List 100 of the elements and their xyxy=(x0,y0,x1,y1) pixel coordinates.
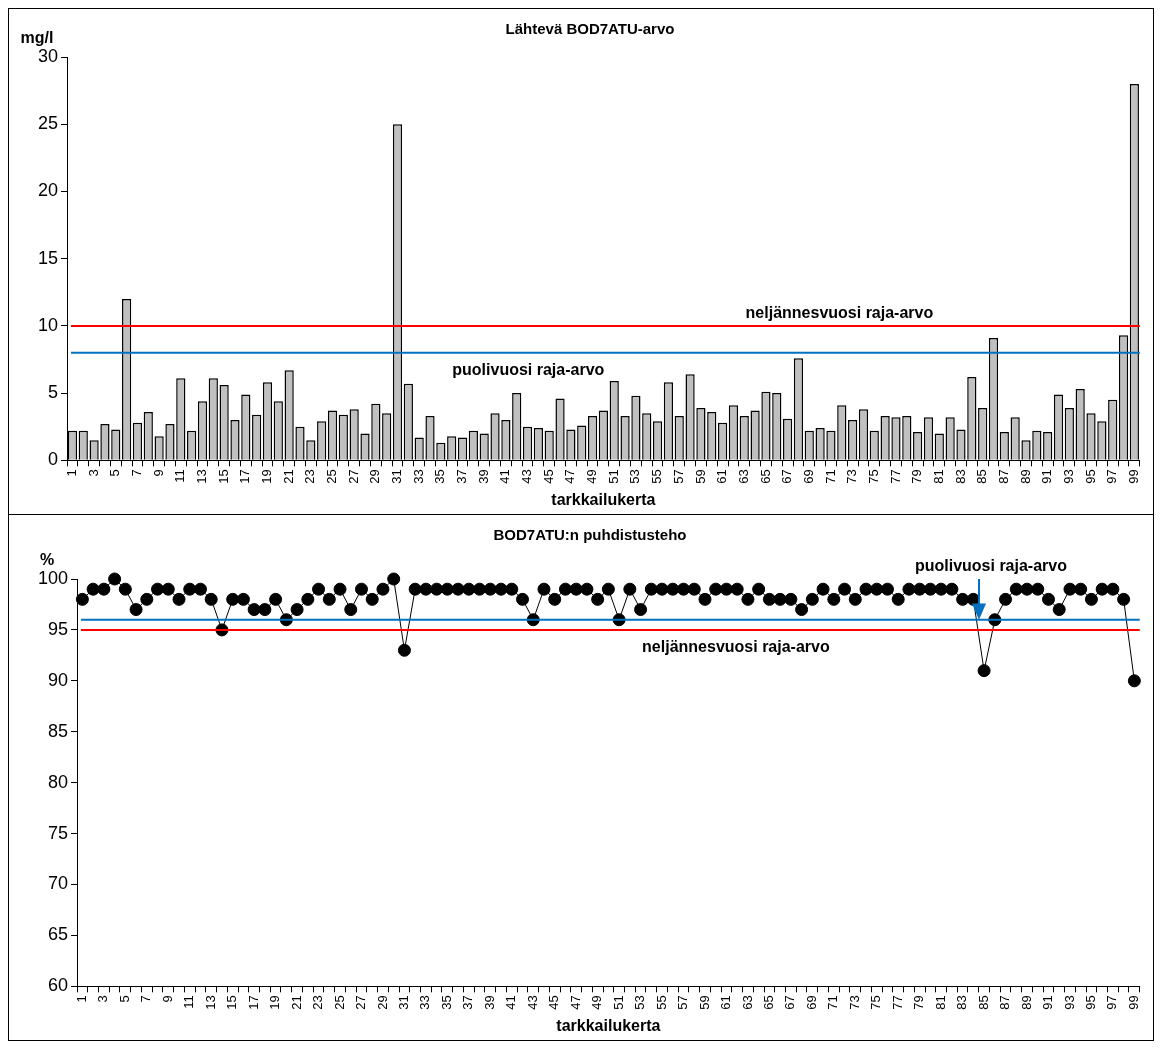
x-tick-label: 25 xyxy=(331,995,347,1010)
y-tick-label: 100 xyxy=(37,567,69,588)
x-tick-label: 1 xyxy=(73,995,89,1003)
x-tick-label: 11 xyxy=(172,469,188,483)
x-tick-label: 67 xyxy=(779,469,795,484)
x-tick-label: 43 xyxy=(524,995,540,1010)
x-tick-label: 11 xyxy=(181,995,197,1009)
x-tick-label: 13 xyxy=(202,995,218,1010)
y-tick-label: 15 xyxy=(37,247,59,268)
x-tick-label: 27 xyxy=(353,995,369,1010)
x-tick-label: 89 xyxy=(1017,469,1033,484)
x-tick-label: 95 xyxy=(1082,469,1098,484)
x-tick-label: 43 xyxy=(519,469,535,484)
x-tick-label: 61 xyxy=(714,469,730,484)
x-tick-label: 57 xyxy=(675,995,691,1010)
x-tick-label: 45 xyxy=(540,469,556,484)
x-tick-label: 19 xyxy=(267,995,283,1010)
x-tick-label: 31 xyxy=(396,995,412,1010)
x-tick-label: 3 xyxy=(85,469,101,477)
x-tick-label: 93 xyxy=(1060,469,1076,484)
y-tick-label: 30 xyxy=(37,45,59,66)
ref-line-label: neljännesvuosi raja-arvo xyxy=(642,637,830,655)
ref-line-label: neljännesvuosi raja-arvo xyxy=(745,303,934,321)
x-tick-label: 1 xyxy=(64,469,80,477)
y-tick-label: 95 xyxy=(48,618,69,639)
x-tick-label: 81 xyxy=(930,469,946,484)
x-tick-label: 19 xyxy=(259,469,275,484)
x-tick-label: 31 xyxy=(389,469,405,484)
x-tick-label: 51 xyxy=(610,995,626,1010)
x-tick-label: 53 xyxy=(632,995,648,1010)
x-tick-label: 83 xyxy=(954,995,970,1010)
x-tick-label: 59 xyxy=(692,469,708,484)
y-tick-label: 80 xyxy=(48,771,69,792)
y-tick-label: 0 xyxy=(48,449,59,470)
y-tick-label: 5 xyxy=(48,382,59,403)
x-tick-label: 77 xyxy=(887,469,903,484)
x-tick-label: 75 xyxy=(865,469,881,484)
x-tick-label: 55 xyxy=(653,995,669,1010)
y-tick-label: 70 xyxy=(48,873,69,894)
y-tick-label: 85 xyxy=(48,720,69,741)
x-tick-label: 49 xyxy=(589,995,605,1010)
x-tick-label: 79 xyxy=(911,995,927,1010)
x-tick-label: 97 xyxy=(1104,469,1120,484)
x-tick-label: 77 xyxy=(889,995,905,1010)
x-tick-label: 89 xyxy=(1018,995,1034,1010)
x-tick-label: 83 xyxy=(952,469,968,484)
x-tick-label: 47 xyxy=(567,995,583,1010)
x-tick-label: 33 xyxy=(417,995,433,1010)
x-tick-label: 23 xyxy=(310,995,326,1010)
x-tick-label: 21 xyxy=(288,995,304,1010)
x-tick-label: 41 xyxy=(497,469,513,484)
y-tick-label: 20 xyxy=(37,180,59,201)
x-tick-label: 53 xyxy=(627,469,643,484)
x-tick-label: 3 xyxy=(95,995,111,1003)
x-tick-label: 9 xyxy=(150,469,166,477)
x-tick-label: 39 xyxy=(481,995,497,1010)
x-tick-label: 87 xyxy=(995,469,1011,484)
chart-title: Lähtevä BOD7ATU-arvo xyxy=(505,20,675,38)
x-tick-label: 7 xyxy=(129,469,145,477)
x-tick-label: 33 xyxy=(410,469,426,484)
x-tick-label: 73 xyxy=(846,995,862,1010)
x-tick-label: 51 xyxy=(605,469,621,484)
x-tick-label: 59 xyxy=(696,995,712,1010)
x-tick-label: 17 xyxy=(245,995,261,1010)
x-tick-label: 55 xyxy=(649,469,665,484)
x-tick-label: 35 xyxy=(438,995,454,1010)
x-tick-label: 23 xyxy=(302,469,318,484)
x-tick-label: 21 xyxy=(280,469,296,484)
ref-line-label: puolivuosi raja-arvo xyxy=(914,557,1068,574)
x-axis-title: tarkkailukerta xyxy=(551,490,656,508)
x-tick-label: 65 xyxy=(760,995,776,1010)
x-tick-label: 29 xyxy=(374,995,390,1010)
x-tick-label: 27 xyxy=(345,469,361,484)
x-tick-label: 87 xyxy=(997,995,1013,1010)
y-axis-title: % xyxy=(39,551,55,568)
x-tick-label: 25 xyxy=(324,469,340,484)
y-tick-label: 25 xyxy=(37,113,59,134)
x-tick-label: 95 xyxy=(1083,995,1098,1010)
x-tick-label: 73 xyxy=(844,469,860,484)
ref-line-label: puolivuosi raja-arvo xyxy=(452,360,605,378)
x-tick-label: 71 xyxy=(822,469,838,484)
y-tick-label: 75 xyxy=(48,822,69,843)
x-tick-label: 15 xyxy=(224,995,240,1010)
x-tick-label: 79 xyxy=(909,469,925,484)
x-tick-label: 29 xyxy=(367,469,383,484)
x-tick-label: 45 xyxy=(546,995,562,1010)
x-tick-label: 67 xyxy=(782,995,798,1010)
x-tick-label: 17 xyxy=(237,469,253,484)
y-tick-label: 65 xyxy=(48,924,69,945)
x-tick-label: 9 xyxy=(159,995,175,1003)
x-tick-label: 15 xyxy=(215,469,231,484)
y-axis-title: mg/l xyxy=(20,29,54,46)
x-tick-label: 57 xyxy=(670,469,686,484)
x-tick-label: 97 xyxy=(1104,995,1120,1010)
x-tick-label: 35 xyxy=(432,469,448,484)
x-tick-label: 63 xyxy=(735,469,751,484)
x-tick-label: 39 xyxy=(475,469,491,484)
x-tick-label: 93 xyxy=(1061,995,1077,1010)
y-tick-label: 60 xyxy=(48,975,69,996)
x-tick-label: 49 xyxy=(584,469,600,484)
